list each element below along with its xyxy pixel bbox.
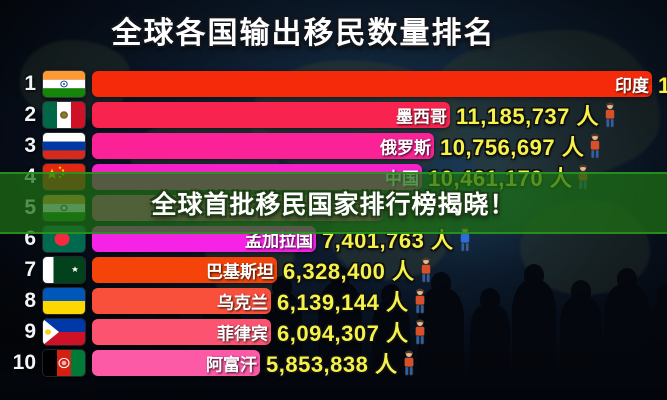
- value-bar: [92, 70, 652, 97]
- value-bar: [92, 132, 434, 159]
- rank-number: 6: [24, 227, 36, 250]
- value-label: 17,869,492 人: [658, 72, 667, 98]
- rank-number: 7: [24, 258, 36, 281]
- bar-track: 巴基斯坦 6,328,400 人: [92, 256, 667, 284]
- bar-track: 墨西哥 11,185,737 人: [92, 101, 667, 129]
- value-bar: [92, 318, 271, 345]
- overlay-subtitle: 全球首批移民国家排行榜揭晓！: [151, 191, 516, 219]
- value-label: 11,185,737 人: [456, 103, 600, 129]
- country-label: 孟加拉国: [245, 231, 313, 250]
- country-label: 乌克兰: [217, 293, 268, 312]
- rank-number: 10: [12, 351, 36, 374]
- country-label: 阿富汗: [206, 355, 257, 374]
- value-bar: [92, 349, 260, 376]
- value-label: 10,756,697 人: [440, 134, 585, 160]
- country-label: 俄罗斯: [380, 138, 431, 157]
- chart-row: 9 菲律宾 6,094,307 人: [0, 316, 667, 347]
- philippines-flag: [42, 317, 86, 346]
- value-label: 6,328,400 人: [283, 258, 415, 284]
- india-flag: [42, 69, 86, 98]
- rank-number: 2: [24, 103, 36, 126]
- chart-row: 2 墨西哥 11,185,737 人: [0, 99, 667, 130]
- person-icon: [402, 349, 416, 376]
- person-icon: [413, 287, 427, 314]
- bar-track: 俄罗斯 10,756,697 人: [92, 132, 667, 160]
- rank-number: 1: [24, 72, 36, 95]
- value-label: 6,094,307 人: [277, 320, 409, 346]
- person-icon: [419, 256, 433, 283]
- country-label: 墨西哥: [396, 107, 447, 126]
- page-title: 全球各国输出移民数量排名: [111, 17, 496, 50]
- bar-track: 菲律宾 6,094,307 人: [92, 318, 667, 346]
- russia-flag: [42, 131, 86, 160]
- chart-row: 10 阿富汗 5,853,838 人: [0, 347, 667, 378]
- value-bar: [92, 256, 277, 283]
- afghanistan-flag: [42, 348, 86, 377]
- person-icon: [588, 132, 602, 159]
- bar-chart: 1 印度 17,869,492 人 2 墨西哥 11,185,737 人 3 俄罗斯 10,…: [0, 68, 667, 378]
- country-label: 巴基斯坦: [206, 262, 274, 281]
- value-label: 6,139,144 人: [277, 289, 409, 315]
- country-label: 印度: [615, 76, 649, 95]
- value-bar: [92, 287, 271, 314]
- pakistan-flag: [42, 255, 86, 284]
- country-label: 菲律宾: [217, 324, 268, 343]
- value-label: 5,853,838 人: [266, 351, 398, 377]
- chart-row: 7 巴基斯坦 6,328,400 人: [0, 254, 667, 285]
- bar-track: 阿富汗 5,853,838 人: [92, 349, 667, 377]
- bar-track: 乌克兰 6,139,144 人: [92, 287, 667, 315]
- chart-row: 3 俄罗斯 10,756,697 人: [0, 130, 667, 161]
- person-icon: [603, 101, 617, 128]
- ukraine-flag: [42, 286, 86, 315]
- rank-number: 3: [24, 134, 36, 157]
- bar-track: 印度 17,869,492 人: [92, 70, 667, 98]
- chart-row: 8 乌克兰 6,139,144 人: [0, 285, 667, 316]
- person-icon: [413, 318, 427, 345]
- mexico-flag: [42, 100, 86, 129]
- rank-number: 8: [24, 289, 36, 312]
- value-bar: [92, 101, 450, 128]
- rank-number: 9: [24, 320, 36, 343]
- chart-row: 1 印度 17,869,492 人: [0, 68, 667, 99]
- overlay-banner: 全球首批移民国家排行榜揭晓！: [0, 172, 667, 234]
